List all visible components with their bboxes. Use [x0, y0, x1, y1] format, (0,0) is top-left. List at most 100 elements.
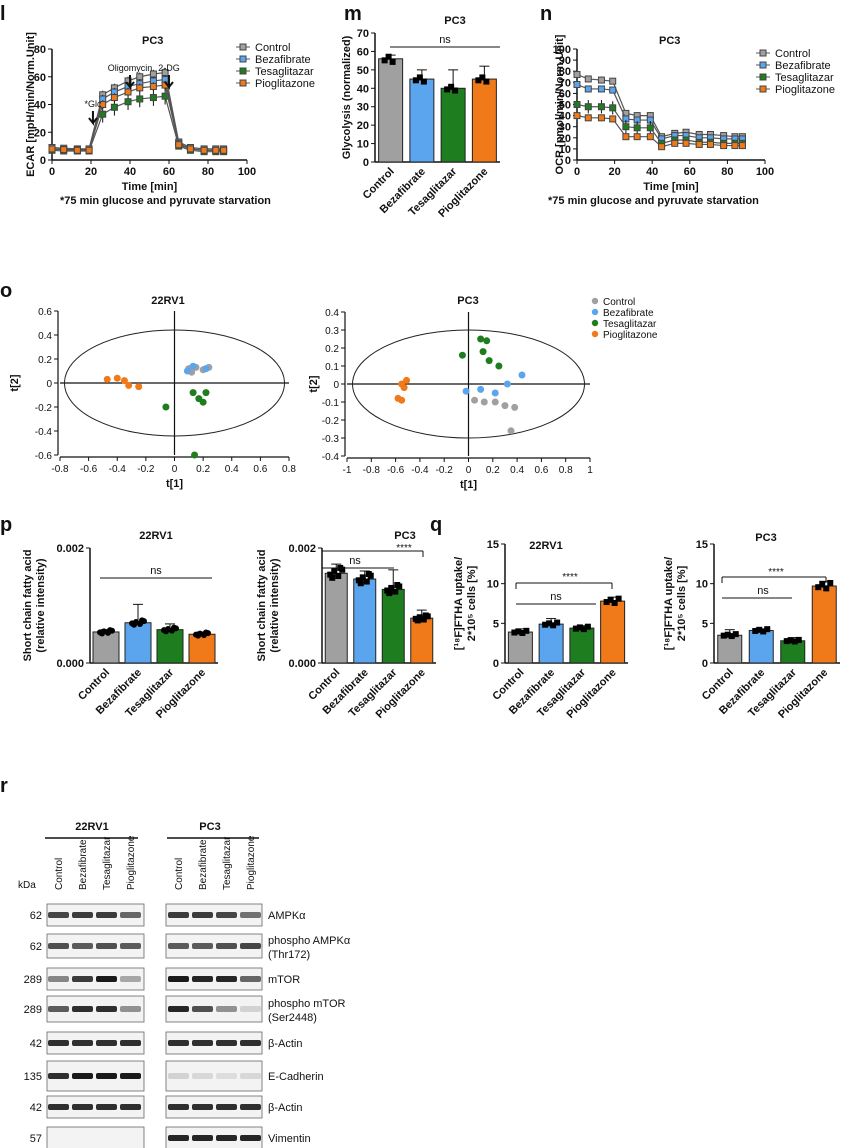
blot-band	[168, 943, 189, 949]
data-point-tesaglitazar	[124, 98, 132, 106]
blot-kda-value: 62	[30, 941, 42, 953]
blot-band	[240, 912, 261, 918]
y-axis-title-p1: Short chain fatty acid	[22, 550, 34, 662]
y-tick-label-m: 50	[357, 65, 369, 77]
data-point-control	[491, 398, 499, 406]
data-point	[728, 633, 735, 640]
data-point	[385, 53, 392, 60]
data-point-tesaglitazar	[202, 389, 210, 397]
data-point-bezafibrate	[518, 371, 526, 379]
data-point	[171, 624, 177, 631]
significance-bracket-label: ns	[757, 585, 769, 597]
y-tick-label-p2: 0.002	[288, 543, 316, 555]
blot-strip	[165, 1095, 263, 1119]
data-point-bezafibrate	[597, 85, 605, 93]
blot-band	[48, 912, 69, 918]
y-tick-label-q1: 5	[493, 618, 499, 630]
y-axis-title-l: ECAR [mpH/min/Norm.Unit]	[25, 32, 37, 177]
x-tick-label-l: 60	[163, 166, 175, 178]
data-point-bezafibrate	[462, 387, 470, 395]
y-tick-label-n: 90	[559, 55, 571, 67]
bar-tesaglitazar	[381, 588, 405, 664]
blot-band	[48, 1104, 69, 1110]
data-point	[760, 628, 767, 635]
y-tick-label-l: 80	[34, 44, 46, 56]
blot-band	[96, 1040, 117, 1046]
data-point	[823, 585, 830, 592]
y-tick-label-o2: 0.3	[325, 326, 339, 337]
y-tick-label-l: 40	[34, 100, 46, 112]
confidence-ellipse	[352, 329, 585, 439]
blot-strip	[46, 903, 145, 927]
data-point-bezafibrate	[183, 367, 191, 375]
blot-band	[168, 1104, 189, 1110]
chart-title-p1: 22RV1	[139, 530, 172, 542]
x-tick-label-n: 60	[684, 166, 696, 178]
y-tick-label-n: 70	[559, 77, 571, 89]
legend-label-tesaglitazar: Tesaglitazar	[775, 72, 834, 84]
blot-band	[72, 1104, 93, 1110]
data-point	[412, 77, 419, 84]
data-point-pioglitazone	[200, 146, 208, 154]
blot-band	[72, 943, 93, 949]
y-axis-title-o2: t[2]	[308, 375, 320, 392]
y-tick-label-m: 10	[357, 139, 369, 151]
blot-band	[192, 1040, 213, 1046]
chart-title-o2: PC3	[457, 295, 478, 307]
data-point-tesaglitazar	[609, 104, 617, 112]
legend-marker-tesaglitazar	[591, 319, 599, 327]
data-point	[795, 636, 802, 643]
data-point	[519, 629, 526, 636]
blot-lane-label: Pioglitazone	[126, 835, 137, 890]
data-point	[329, 574, 336, 581]
panel-letter-r: r	[0, 775, 8, 797]
data-point-pioglitazone	[695, 140, 703, 148]
panel-letter-p: p	[0, 514, 12, 536]
data-point-tesaglitazar	[584, 103, 592, 111]
data-point	[444, 86, 451, 93]
data-point	[452, 87, 459, 94]
data-point	[572, 625, 579, 632]
x-tick-label-o1: -0.2	[137, 464, 155, 475]
data-point-pioglitazone	[682, 139, 690, 147]
data-point-tesaglitazar	[458, 351, 466, 359]
legend-marker-pioglitazone	[759, 85, 767, 93]
data-point	[203, 629, 209, 636]
x-tick-label-o2: 1	[587, 465, 593, 476]
data-point-pioglitazone	[120, 377, 128, 385]
blot-band	[120, 912, 141, 918]
y-tick-label-q2: 10	[696, 579, 708, 591]
data-point	[389, 58, 396, 65]
x-axis-title-o2: t[1]	[460, 479, 477, 491]
data-point	[724, 631, 731, 638]
blot-protein-label: phospho AMPKα	[268, 935, 351, 947]
blot-band	[168, 976, 189, 982]
data-point-pioglitazone	[573, 112, 581, 120]
data-point-pioglitazone	[720, 142, 728, 150]
data-point	[615, 595, 622, 602]
data-point-tesaglitazar	[479, 348, 487, 356]
data-point	[756, 626, 763, 633]
data-point	[131, 621, 137, 628]
bar-pioglitazone	[188, 633, 216, 664]
data-point-pioglitazone	[136, 84, 144, 92]
blot-band	[216, 912, 237, 918]
x-tick-label-n: 40	[646, 166, 658, 178]
x-tick-label-o2: -0.6	[387, 465, 405, 476]
chart-title-n: PC3	[659, 35, 680, 47]
x-tick-label-o2: -0.4	[411, 465, 429, 476]
series-line-pioglitazone	[51, 84, 224, 151]
bar-tesaglitazar	[569, 627, 595, 664]
y-tick-label-l: 20	[34, 127, 46, 139]
blot-band	[120, 1104, 141, 1110]
data-point	[331, 568, 338, 575]
data-point	[392, 588, 399, 595]
data-point-pioglitazone	[212, 146, 220, 154]
blot-band	[96, 1073, 117, 1079]
y-tick-label-m: 30	[357, 102, 369, 114]
y-tick-label-q2: 0	[702, 658, 708, 670]
data-point-bezafibrate	[573, 81, 581, 89]
data-point-tesaglitazar	[646, 124, 654, 132]
blot-band	[72, 1073, 93, 1079]
blot-kda-value: 135	[24, 1071, 42, 1083]
